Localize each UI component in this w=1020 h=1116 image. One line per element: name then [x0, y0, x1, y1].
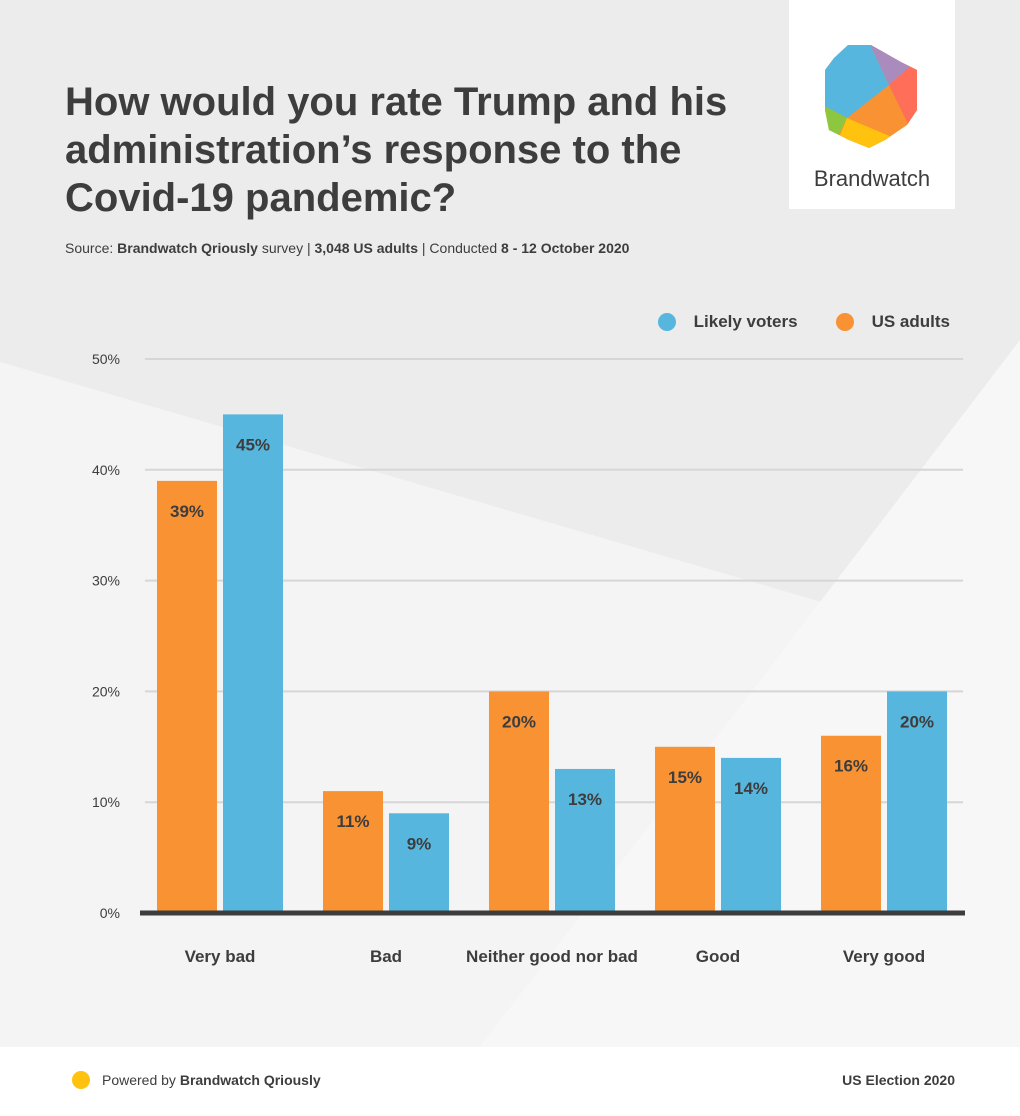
x-tick-label: Good	[696, 947, 740, 966]
bar-likely-voters	[555, 768, 615, 913]
x-tick-label: Bad	[370, 947, 402, 966]
y-tick-label: 30%	[92, 573, 120, 589]
powered-dot-icon	[72, 1071, 90, 1089]
conducted-label: | Conducted	[418, 240, 502, 256]
bar-us-adults	[323, 791, 383, 913]
bar-us-adults	[489, 691, 549, 913]
x-tick-label: Neither good nor bad	[466, 947, 638, 966]
bar-us-adults	[157, 480, 217, 913]
bar-likely-voters	[223, 414, 283, 913]
data-label: 14%	[734, 779, 768, 798]
source-label: Source:	[65, 240, 118, 256]
powered-by: Powered by Brandwatch Qriously	[72, 1071, 321, 1089]
data-label: 11%	[336, 812, 369, 831]
bar-likely-voters	[389, 813, 449, 913]
x-tick-label: Very good	[843, 947, 925, 966]
legend-label: US adults	[871, 312, 950, 331]
sample-size: 3,048 US adults	[314, 240, 419, 256]
data-label: 13%	[568, 790, 602, 809]
bar-likely-voters	[721, 757, 781, 913]
y-tick-label: 20%	[92, 683, 120, 699]
legend-label: Likely voters	[693, 312, 798, 331]
data-label: 39%	[170, 502, 204, 521]
y-tick-label: 0%	[100, 905, 120, 921]
source-name: Brandwatch Qriously	[117, 240, 258, 256]
legend-swatch	[657, 313, 676, 331]
bar-us-adults	[655, 746, 715, 913]
data-label: 20%	[900, 712, 934, 731]
footer: Powered by Brandwatch Qriously US Electi…	[0, 1047, 1020, 1116]
y-tick-label: 40%	[92, 462, 120, 478]
conducted-dates: 8 - 12 October 2020	[501, 240, 630, 256]
legend: Likely voters US adults	[657, 312, 950, 332]
bar-chart: 0% 10% 20% 30% 40% 50% 39% 45% Very bad 11% 9% Bad 2…	[92, 351, 965, 966]
bar-likely-voters	[887, 691, 947, 913]
election-label: US Election 2020	[842, 1072, 955, 1088]
data-label: 45%	[236, 435, 270, 454]
y-tick-label: 50%	[92, 351, 120, 367]
legend-item-likely-voters: Likely voters	[657, 312, 798, 332]
brandwatch-logo: Brandwatch	[789, 0, 955, 209]
source-line: Source: Brandwatch Qriously survey | 3,0…	[65, 240, 629, 256]
legend-item-us-adults: US adults	[835, 312, 950, 332]
data-label: 9%	[407, 834, 432, 853]
data-label: 16%	[834, 757, 868, 776]
legend-swatch	[835, 313, 854, 331]
hexagon-logo-icon	[825, 45, 917, 148]
x-tick-label: Very bad	[185, 947, 256, 966]
data-label: 15%	[668, 768, 702, 787]
data-label: 20%	[502, 712, 536, 731]
page-title: How would you rate Trump and his adminis…	[65, 80, 728, 220]
logo-text: Brandwatch	[813, 166, 931, 191]
powered-brand: Brandwatch Qriously	[179, 1072, 321, 1088]
source-text: survey |	[257, 240, 315, 256]
y-tick-label: 10%	[92, 794, 120, 810]
powered-prefix: Powered by	[102, 1072, 180, 1088]
bar-us-adults	[821, 735, 881, 913]
